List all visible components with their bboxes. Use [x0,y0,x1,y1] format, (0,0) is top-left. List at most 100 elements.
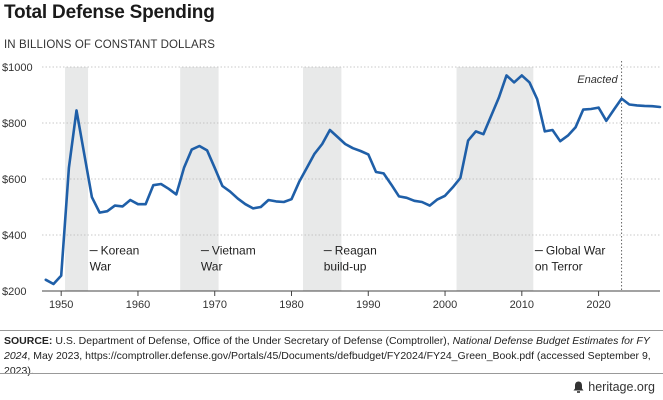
source-text: U.S. Department of Defense, Office of th… [52,335,453,347]
data-point [428,204,430,206]
y-tick-label: $200 [2,286,26,298]
data-point [505,74,507,76]
data-point [191,148,193,150]
data-point [152,184,154,186]
data-point [45,279,47,281]
data-point [597,106,599,108]
data-point [68,167,70,169]
data-point [628,103,630,105]
footer-divider [0,373,663,374]
x-tick-label: 1970 [202,299,226,311]
data-point [167,188,169,190]
data-point [275,200,277,202]
data-point [352,147,354,149]
brand-text: heritage.org [588,380,655,394]
data-point [475,130,477,132]
data-point [313,153,315,155]
series-line [44,74,662,286]
data-point [605,120,607,122]
x-tick-label: 1980 [279,299,303,311]
data-point [98,211,100,213]
data-point [306,167,308,169]
data-point [590,108,592,110]
data-point [252,207,254,209]
data-point [382,172,384,174]
data-point [643,105,645,107]
data-point [620,97,622,99]
data-point [405,197,407,199]
annotation-label: War [90,260,112,274]
data-point [60,274,62,276]
x-tick-label: 2010 [510,299,534,311]
source-text-end: , May 2023, https://comptroller.defense.… [4,350,651,377]
data-point [444,195,446,197]
data-point [290,198,292,200]
x-tick-label: 1960 [126,299,150,311]
data-point [244,203,246,205]
data-point [544,130,546,132]
data-point [106,210,108,212]
data-point [198,145,200,147]
data-point [467,139,469,141]
data-point [659,106,661,108]
data-point [498,97,500,99]
data-point [375,171,377,173]
annotation-label: Vietnam [212,244,256,258]
data-point [336,136,338,138]
data-point [321,143,323,145]
data-point [214,167,216,169]
x-tick-label: 2020 [586,299,610,311]
data-point [75,109,77,111]
data-point [613,108,615,110]
data-point [413,200,415,202]
data-point [267,199,269,201]
data-point [83,153,85,155]
data-point [52,283,54,285]
data-point [551,129,553,131]
data-point [183,167,185,169]
data-point [574,126,576,128]
data-point [160,183,162,185]
data-point [651,105,653,107]
data-point [390,183,392,185]
data-point [513,81,515,83]
data-point [636,104,638,106]
data-point [114,204,116,206]
data-point [329,129,331,131]
y-tick-label: $1000 [2,62,33,74]
data-point [582,108,584,110]
annotation-label: Global War [546,244,606,258]
data-point [175,193,177,195]
data-point [283,201,285,203]
data-point [137,203,139,205]
data-point [121,205,123,207]
data-point [260,206,262,208]
data-point [129,199,131,201]
data-point [482,133,484,135]
data-point [536,98,538,100]
chart-title: Total Defense Spending [4,2,215,23]
data-point [221,185,223,187]
bell-icon [573,381,584,393]
data-point [298,181,300,183]
source-divider [0,330,663,331]
x-tick-label: 2000 [433,299,457,311]
annotation-label: Korean [101,244,140,258]
data-point [237,197,239,199]
x-tick-label: 1990 [356,299,380,311]
data-point [452,186,454,188]
x-tick-label: 1950 [49,299,73,311]
chart-subtitle: IN BILLIONS OF CONSTANT DOLLARS [4,39,215,51]
data-point [367,153,369,155]
annotation-label: on Terror [535,260,583,274]
data-point [344,143,346,145]
source-title: National Defense Budget Estimates for FY… [4,335,650,362]
data-point [490,115,492,117]
annotation-label: Reagan [335,244,377,258]
data-point [91,196,93,198]
y-tick-label: $800 [2,118,26,130]
data-point [421,201,423,203]
data-point [144,203,146,205]
data-point [436,198,438,200]
brand: heritage.org [573,380,655,394]
